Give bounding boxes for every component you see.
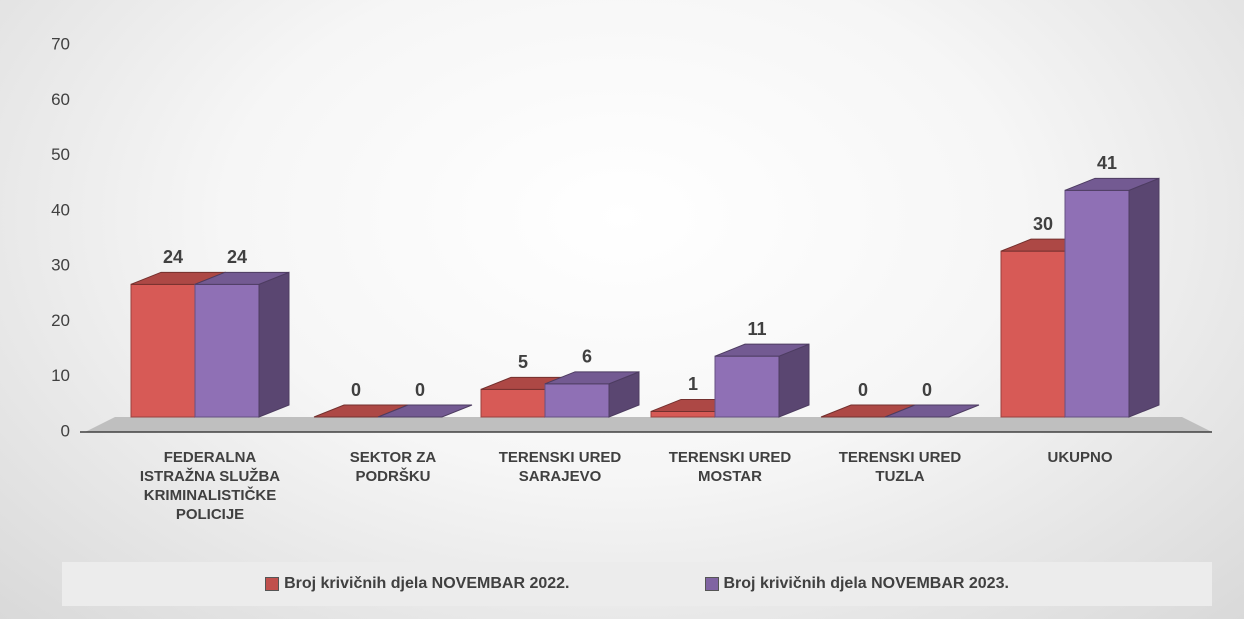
value-label: 0 <box>351 380 361 400</box>
legend-swatch <box>265 577 280 591</box>
value-label: 24 <box>163 247 183 267</box>
bar-front <box>194 283 260 418</box>
legend-label: Broj krivičnih djela NOVEMBAR 2023. <box>723 575 1009 592</box>
bar-side <box>778 343 810 418</box>
legend-swatch <box>704 577 719 591</box>
bar-top <box>377 404 473 418</box>
x-tick-label: TERENSKI URED MOSTAR <box>668 449 792 485</box>
x-tick-label: TERENSKI URED TUZLA <box>838 449 962 485</box>
bar-top <box>884 404 980 418</box>
bar-top <box>194 271 290 285</box>
y-tick-label: 40 <box>51 200 70 219</box>
y-tick-label: 50 <box>51 145 70 164</box>
value-label: 30 <box>1033 214 1053 234</box>
bar-top <box>714 343 810 357</box>
x-tick-label: SEKTOR ZA PODRŠKU <box>349 449 437 485</box>
x-tick-label: TERENSKI URED SARAJEVO <box>498 449 622 485</box>
bar-front <box>480 388 546 418</box>
bar-front <box>714 355 780 418</box>
value-label: 6 <box>582 347 592 367</box>
value-label: 1 <box>688 374 698 394</box>
legend-label: Broj krivičnih djela NOVEMBAR 2022. <box>284 575 570 592</box>
bar <box>377 404 473 418</box>
bar <box>1064 177 1160 418</box>
bar <box>884 404 980 418</box>
x-tick-label: UKUPNO <box>1047 449 1113 466</box>
bar-top <box>544 371 640 385</box>
x-tick-label: FEDERALNA ISTRAŽNA SLUŽBA KRIMINALISTIČK… <box>139 449 281 523</box>
y-tick-label: 30 <box>51 256 70 275</box>
y-tick-label: 20 <box>51 311 70 330</box>
legend: Broj krivičnih djela NOVEMBAR 2022. Broj … <box>62 562 1212 606</box>
bar-side <box>258 271 290 418</box>
y-tick-label: 10 <box>51 366 70 385</box>
value-label: 41 <box>1097 153 1117 173</box>
bar <box>194 271 290 418</box>
y-tick-label: 0 <box>61 421 70 440</box>
value-label: 0 <box>858 380 868 400</box>
bar-front <box>544 383 610 418</box>
bar <box>714 343 810 418</box>
y-tick-label: 60 <box>51 90 70 109</box>
bar-front <box>650 410 716 418</box>
bar-front <box>1064 189 1130 418</box>
value-label: 0 <box>415 380 425 400</box>
legend-item: Broj krivičnih djela NOVEMBAR 2023. <box>704 575 1009 593</box>
bar-front <box>1000 250 1066 418</box>
bar-front <box>130 283 196 418</box>
value-label: 11 <box>747 319 766 339</box>
floor <box>85 417 1212 432</box>
legend-item: Broj krivičnih djela NOVEMBAR 2022. <box>265 575 570 593</box>
bar-top <box>1064 177 1160 191</box>
y-tick-label: 70 <box>51 34 70 53</box>
bar <box>544 371 640 418</box>
value-label: 0 <box>922 380 932 400</box>
value-label: 5 <box>518 352 528 372</box>
value-label: 24 <box>227 247 247 267</box>
bar-side <box>1128 177 1160 418</box>
